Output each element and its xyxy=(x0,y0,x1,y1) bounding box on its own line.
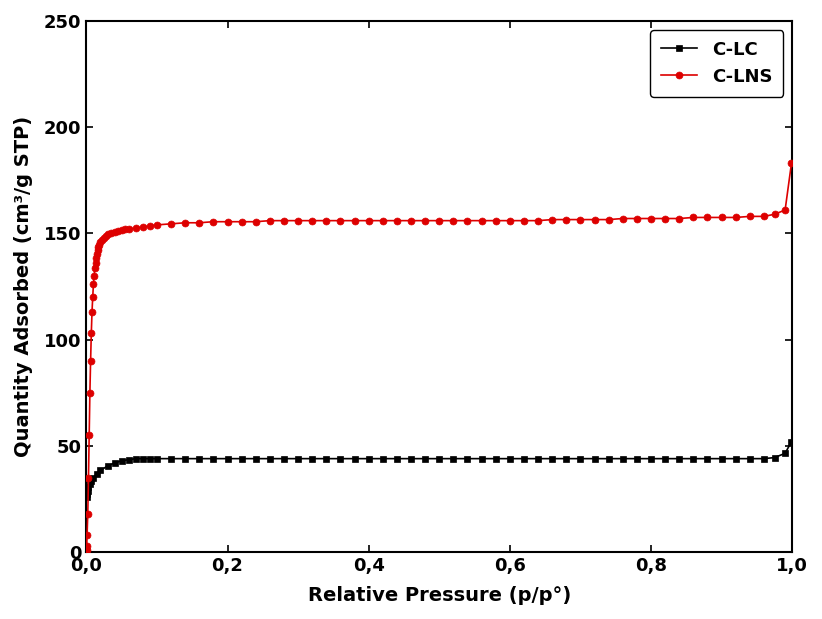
C-LNS xyxy=(378,217,388,224)
C-LNS xyxy=(505,217,515,224)
C-LC xyxy=(787,438,797,445)
C-LNS xyxy=(589,216,599,223)
C-LC xyxy=(533,455,543,462)
C-LNS xyxy=(293,217,303,224)
C-LC xyxy=(194,455,204,462)
C-LNS xyxy=(81,547,91,554)
Line: C-LNS: C-LNS xyxy=(83,160,795,553)
Y-axis label: Quantity Adsorbed (cm³/g STP): Quantity Adsorbed (cm³/g STP) xyxy=(14,116,33,457)
C-LNS xyxy=(787,160,797,167)
C-LC xyxy=(364,455,374,462)
C-LC xyxy=(335,455,345,462)
C-LNS xyxy=(689,214,699,221)
Legend: C-LC, C-LNS: C-LC, C-LNS xyxy=(650,30,783,97)
C-LNS xyxy=(646,215,656,222)
C-LC xyxy=(166,455,176,462)
Line: C-LC: C-LC xyxy=(83,438,795,500)
C-LC xyxy=(780,449,790,457)
C-LC xyxy=(81,493,91,501)
X-axis label: Relative Pressure (p/p°): Relative Pressure (p/p°) xyxy=(307,586,571,605)
